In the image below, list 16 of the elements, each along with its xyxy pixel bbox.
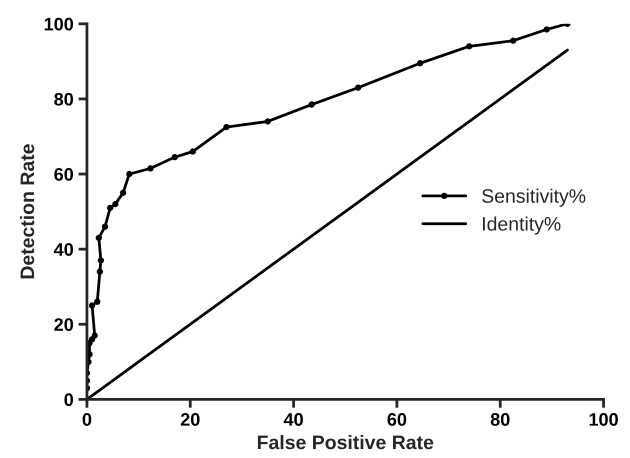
legend-label: Identity%	[483, 216, 561, 235]
x-tick-label: 100	[590, 413, 618, 426]
y-tick-label: 40	[54, 243, 74, 256]
x-axis-title: False Positive Rate	[258, 434, 434, 450]
x-tick-label: 80	[490, 413, 510, 426]
x-tick-label: 0	[82, 413, 92, 426]
y-tick-label: 0	[64, 393, 74, 406]
y-tick-label: 20	[54, 318, 74, 331]
legend-label: Sensitivity%	[482, 188, 586, 207]
y-tick-label: 100	[44, 18, 74, 31]
x-tick-label: 60	[388, 413, 406, 426]
x-tick-label: 20	[180, 413, 200, 426]
y-tick-label: 60	[54, 168, 74, 181]
y-tick-label: 80	[54, 92, 74, 106]
x-tick-label: 40	[284, 413, 303, 426]
y-axis-title: Detection Rate	[20, 144, 34, 278]
